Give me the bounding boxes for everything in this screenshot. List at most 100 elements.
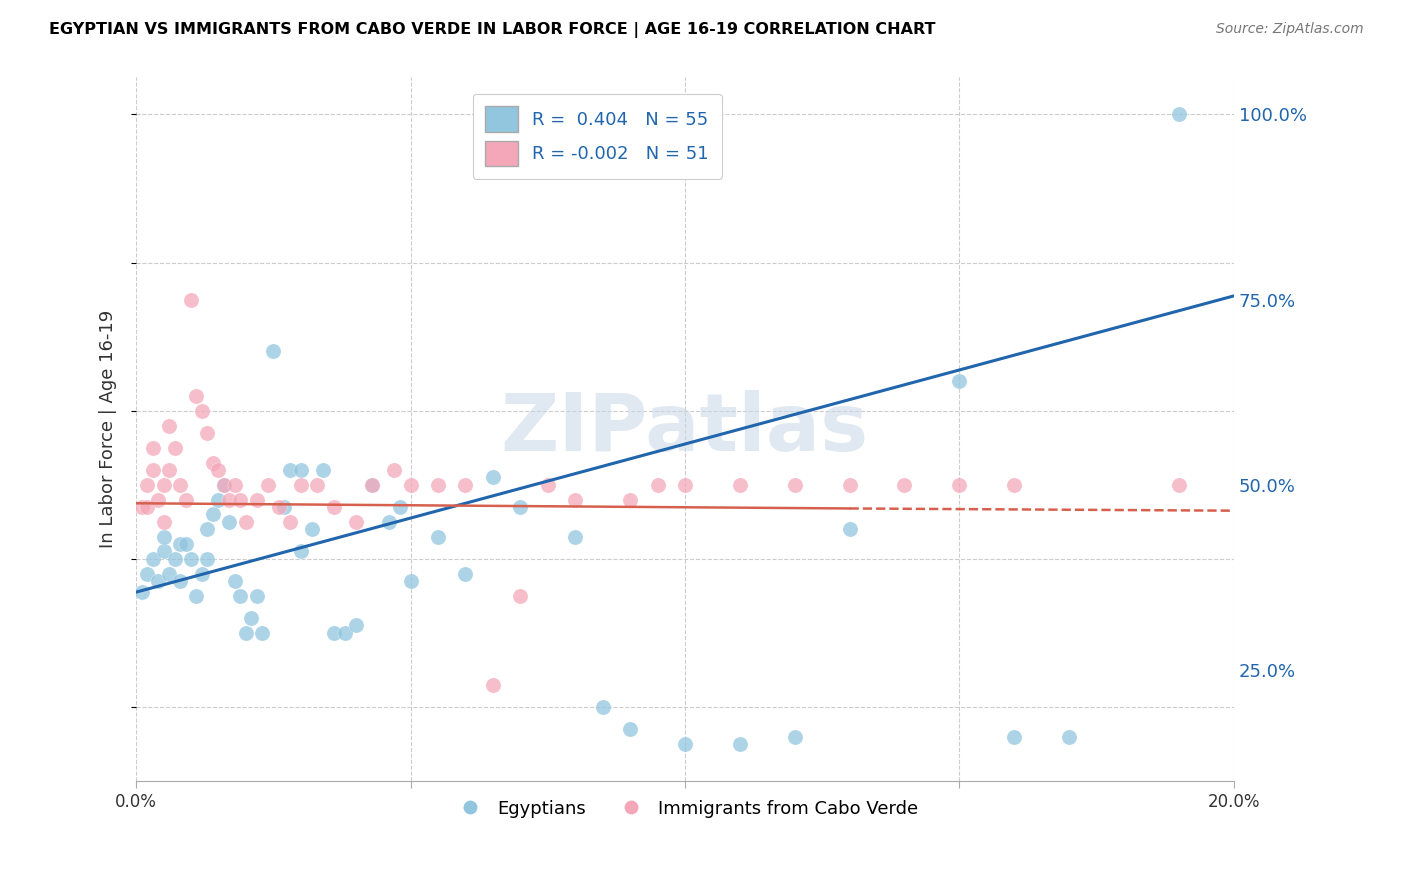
Y-axis label: In Labor Force | Age 16-19: In Labor Force | Age 16-19	[100, 310, 117, 549]
Point	[361, 477, 384, 491]
Point	[174, 492, 197, 507]
Point	[647, 477, 669, 491]
Point	[619, 492, 641, 507]
Point	[131, 500, 153, 514]
Point	[267, 500, 290, 514]
Point	[893, 477, 915, 491]
Point	[290, 463, 312, 477]
Point	[361, 477, 384, 491]
Point	[1167, 107, 1189, 121]
Point	[207, 492, 229, 507]
Point	[212, 477, 235, 491]
Point	[838, 477, 860, 491]
Point	[191, 566, 214, 581]
Point	[673, 477, 696, 491]
Point	[197, 425, 219, 440]
Point	[212, 477, 235, 491]
Point	[838, 522, 860, 536]
Point	[1002, 477, 1025, 491]
Legend: Egyptians, Immigrants from Cabo Verde: Egyptians, Immigrants from Cabo Verde	[444, 792, 925, 825]
Point	[240, 611, 263, 625]
Point	[131, 585, 153, 599]
Point	[388, 500, 411, 514]
Text: ZIPatlas: ZIPatlas	[501, 390, 869, 468]
Point	[278, 463, 301, 477]
Point	[174, 537, 197, 551]
Point	[163, 551, 186, 566]
Point	[207, 463, 229, 477]
Point	[142, 463, 165, 477]
Text: Source: ZipAtlas.com: Source: ZipAtlas.com	[1216, 22, 1364, 37]
Point	[152, 477, 174, 491]
Point	[218, 492, 240, 507]
Point	[157, 463, 180, 477]
Point	[592, 700, 614, 714]
Point	[152, 544, 174, 558]
Point	[146, 574, 169, 588]
Point	[136, 477, 159, 491]
Point	[136, 500, 159, 514]
Point	[157, 566, 180, 581]
Point	[142, 551, 165, 566]
Point	[186, 589, 208, 603]
Point	[235, 626, 257, 640]
Point	[180, 551, 202, 566]
Point	[180, 293, 202, 307]
Point	[142, 441, 165, 455]
Point	[454, 477, 477, 491]
Point	[191, 403, 214, 417]
Point	[157, 418, 180, 433]
Point	[290, 477, 312, 491]
Point	[307, 477, 329, 491]
Point	[146, 492, 169, 507]
Point	[312, 463, 335, 477]
Point	[136, 566, 159, 581]
Point	[278, 515, 301, 529]
Point	[169, 537, 191, 551]
Point	[262, 344, 284, 359]
Point	[218, 515, 240, 529]
Point	[783, 730, 806, 744]
Point	[537, 477, 560, 491]
Point	[224, 574, 246, 588]
Point	[197, 551, 219, 566]
Point	[344, 618, 367, 632]
Point	[509, 500, 531, 514]
Point	[152, 515, 174, 529]
Point	[229, 589, 252, 603]
Point	[728, 737, 751, 751]
Point	[619, 722, 641, 736]
Point	[564, 530, 586, 544]
Point	[246, 492, 269, 507]
Text: EGYPTIAN VS IMMIGRANTS FROM CABO VERDE IN LABOR FORCE | AGE 16-19 CORRELATION CH: EGYPTIAN VS IMMIGRANTS FROM CABO VERDE I…	[49, 22, 936, 38]
Point	[169, 574, 191, 588]
Point	[290, 544, 312, 558]
Point	[1057, 730, 1080, 744]
Point	[377, 515, 399, 529]
Point	[229, 492, 252, 507]
Point	[673, 737, 696, 751]
Point	[152, 530, 174, 544]
Point	[948, 374, 970, 388]
Point	[1002, 730, 1025, 744]
Point	[235, 515, 257, 529]
Point	[426, 530, 449, 544]
Point	[382, 463, 405, 477]
Point	[948, 477, 970, 491]
Point	[169, 477, 191, 491]
Point	[564, 492, 586, 507]
Point	[482, 470, 505, 484]
Point	[728, 477, 751, 491]
Point	[273, 500, 295, 514]
Point	[426, 477, 449, 491]
Point	[344, 515, 367, 529]
Point	[224, 477, 246, 491]
Point	[482, 678, 505, 692]
Point	[201, 508, 224, 522]
Point	[201, 456, 224, 470]
Point	[163, 441, 186, 455]
Point	[783, 477, 806, 491]
Point	[509, 589, 531, 603]
Point	[322, 500, 344, 514]
Point	[322, 626, 344, 640]
